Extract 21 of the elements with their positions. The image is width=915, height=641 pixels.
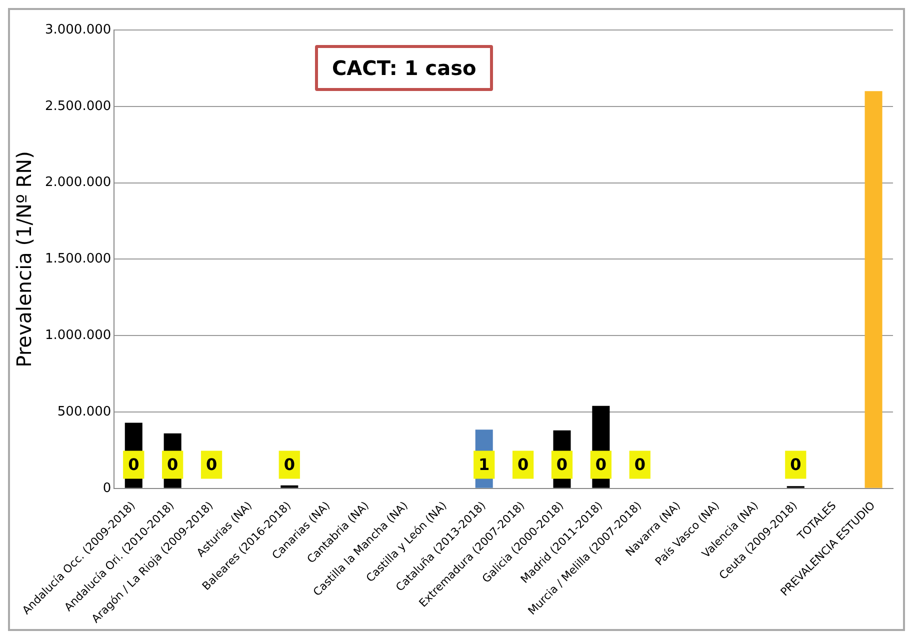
- annotation: 0: [128, 454, 140, 474]
- annotation: 0: [790, 454, 802, 474]
- annotation: 0: [284, 454, 295, 474]
- bar: [280, 485, 298, 488]
- annotation: 0: [556, 454, 568, 474]
- annotation: 0: [595, 454, 607, 474]
- y-tick-label: 1.000.000: [44, 328, 112, 343]
- annotation: 0: [167, 454, 178, 474]
- annotation: 0: [634, 454, 646, 474]
- annotation: CACT: 1 caso: [315, 45, 494, 91]
- annotation: 0: [206, 454, 218, 474]
- y-tick-label: 2.000.000: [44, 175, 112, 190]
- y-tick-label: 500.000: [57, 404, 112, 420]
- y-tick-label: 3.000.000: [44, 22, 112, 38]
- y-axis-title: Prevalencia (1/Nº RN): [12, 151, 36, 368]
- y-tick-label: 1.500.000: [44, 252, 112, 267]
- bar: [864, 91, 882, 488]
- annotation: 0: [517, 454, 529, 474]
- annotation: 1: [478, 454, 490, 474]
- y-tick-label: 2.500.000: [44, 98, 112, 114]
- y-tick-label: 0: [102, 480, 112, 496]
